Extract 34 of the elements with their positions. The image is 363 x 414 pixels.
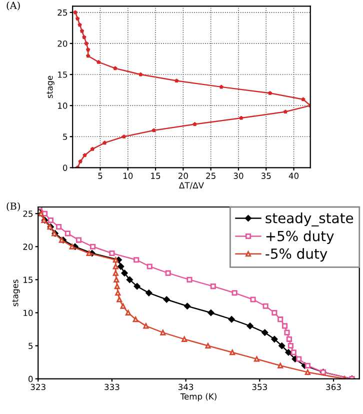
y-tick-label: 5 xyxy=(28,342,33,350)
y-tick-label: 25 xyxy=(23,210,33,217)
y-tick-label: 15 xyxy=(58,72,68,78)
x-tick-label: 25 xyxy=(206,172,216,179)
y-tick-label: 15 xyxy=(24,276,33,283)
legend-label: -5% duty xyxy=(266,248,328,262)
y-tick-label: 10 xyxy=(24,310,33,316)
x-tick-label: 363 xyxy=(326,384,341,390)
y-axis-title: stages xyxy=(12,280,20,306)
x-tick-label: 35 xyxy=(261,172,271,179)
x-tick-label: 10 xyxy=(124,172,133,179)
y-tick-label: 20 xyxy=(58,40,68,47)
text: (A) xyxy=(6,2,20,10)
legend-label: +5% duty xyxy=(266,230,334,244)
x-tick-label: 5 xyxy=(98,172,102,179)
x-axis-title: ΔT/ΔV xyxy=(179,182,204,190)
y-tick-label: 5 xyxy=(63,134,68,140)
y-tick-label: 10 xyxy=(58,102,68,109)
y-tick-label: 20 xyxy=(23,244,33,250)
x-tick-label: 353 xyxy=(252,384,267,390)
y-tick-label: 0 xyxy=(28,376,33,382)
x-axis-title: Temp (K) xyxy=(180,393,216,402)
text: (B) xyxy=(6,202,20,212)
x-tick-label: 30 xyxy=(234,172,244,179)
y-tick-label: 25 xyxy=(58,9,68,16)
x-tick-label: 333 xyxy=(104,384,120,390)
y-tick-label: 0 xyxy=(62,164,68,171)
x-tick-label: 20 xyxy=(178,172,188,179)
legend-label: steady_state xyxy=(266,212,354,226)
x-tick-label: 343 xyxy=(178,384,194,390)
x-tick-label: 40 xyxy=(288,172,299,179)
y-axis-title: stage xyxy=(46,76,54,98)
x-tick-label: 323 xyxy=(30,384,46,390)
x-tick-label: 15 xyxy=(151,172,160,179)
